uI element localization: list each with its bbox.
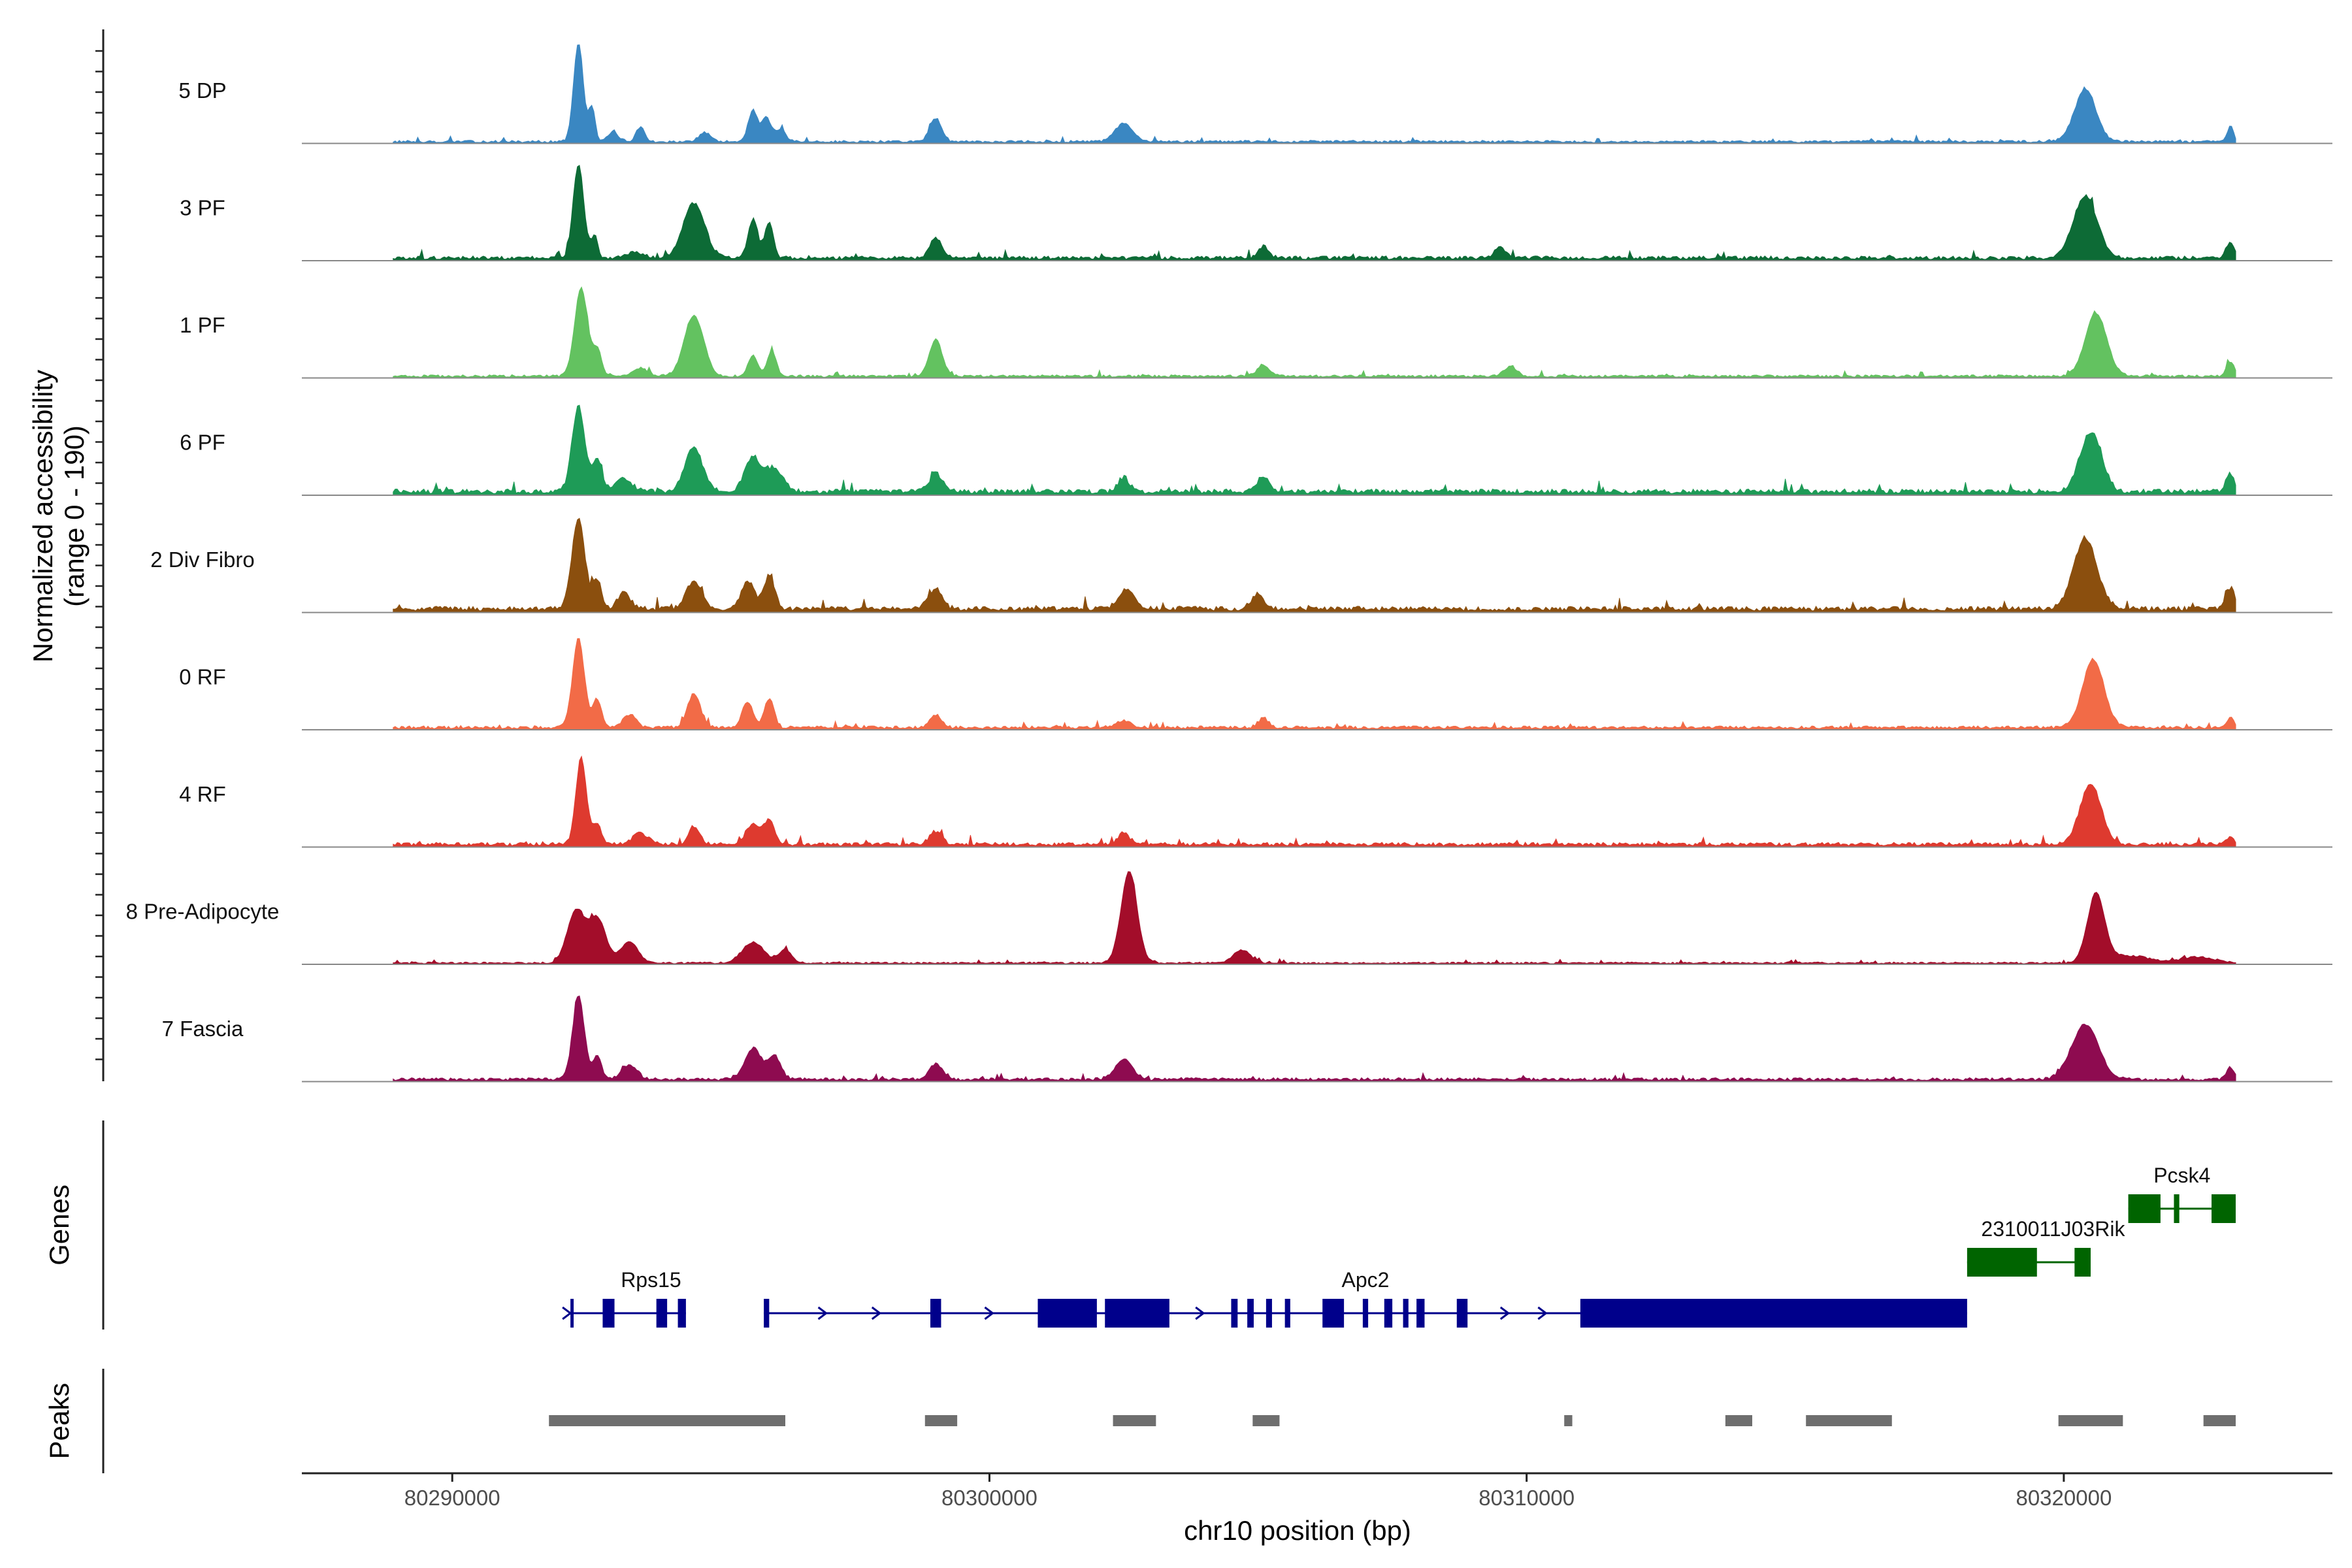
track-7-fascia: 7 Fascia	[162, 995, 2332, 1083]
gene-exon	[764, 1299, 770, 1328]
peak-region	[1725, 1415, 1752, 1426]
x-tick-label: 80290000	[404, 1486, 500, 1510]
track-0-rf: 0 RF	[179, 638, 2332, 730]
track-4-rf: 4 RF	[179, 755, 2332, 848]
gene-apc2: Apc2	[764, 1268, 1967, 1328]
track-coverage-area	[393, 871, 2236, 965]
track-label: 6 PF	[180, 431, 225, 455]
peak-region	[2058, 1415, 2123, 1426]
track-coverage-area	[393, 638, 2236, 730]
x-tick-label: 80320000	[2016, 1486, 2112, 1510]
gene-exon	[1967, 1248, 2037, 1277]
strand-arrow-icon	[1195, 1306, 1205, 1320]
gene-label: Pcsk4	[2153, 1164, 2210, 1187]
peak-region	[924, 1415, 958, 1426]
peaks-panel-label: Peaks	[44, 1383, 74, 1460]
gene-label: Apc2	[1342, 1268, 1390, 1292]
x-axis-title: chr10 position (bp)	[1184, 1515, 1411, 1546]
gene-label: 2310011J03Rik	[1981, 1217, 2125, 1241]
peak-region	[1113, 1415, 1156, 1426]
strand-arrow-icon	[562, 1306, 572, 1320]
gene-exon	[1384, 1299, 1393, 1328]
track-label: 2 Div Fibro	[150, 547, 255, 572]
track-coverage-area	[393, 44, 2236, 144]
gene-exon	[2212, 1194, 2236, 1223]
x-axis: 80290000 80300000 80310000 80320000 chr10 po…	[302, 1472, 2332, 1546]
gene-exon	[678, 1299, 686, 1328]
gene-exon	[1456, 1299, 1468, 1328]
track-label: 3 PF	[180, 196, 225, 220]
track-coverage-area	[393, 755, 2236, 847]
track-2-div-fibro: 2 Div Fibro	[150, 517, 2332, 613]
gene-exon	[1416, 1299, 1425, 1328]
gene-exon	[1362, 1299, 1369, 1328]
gene-exon	[930, 1299, 941, 1328]
gene-exon	[2128, 1194, 2161, 1223]
track-5-dp: 5 DP	[178, 44, 2332, 144]
y-axis-title-line1: Normalized accessibility	[27, 370, 58, 662]
track-coverage-area	[393, 404, 2236, 496]
peak-regions-layer	[549, 1415, 2236, 1426]
x-tick-label: 80310000	[1478, 1486, 1575, 1510]
tracks-layer: 5 DP 3 PF 1 PF 6 PF 2 Div Fibro 0 RF 4 RF 8 Pre…	[126, 44, 2332, 1083]
peak-region	[549, 1415, 785, 1426]
strand-arrow-icon	[817, 1306, 828, 1320]
gene-exon	[1231, 1299, 1238, 1328]
track-label: 5 DP	[178, 78, 226, 103]
track-label: 7 Fascia	[162, 1017, 244, 1041]
axes-layer: Normalized accessibility (range 0 - 190) G…	[27, 29, 105, 1473]
gene-exon	[1322, 1299, 1345, 1328]
gene-exon	[1266, 1299, 1272, 1328]
track-label: 0 RF	[179, 665, 226, 689]
track-label: 8 Pre-Adipocyte	[126, 900, 280, 924]
track-label: 1 PF	[180, 313, 225, 337]
strand-arrow-icon	[871, 1306, 882, 1320]
genes-layer: Rps15 Apc2 2310011J03Rik Pcsk4	[562, 1164, 2236, 1328]
gene-exon	[1580, 1299, 1967, 1328]
track-3-pf: 3 PF	[180, 165, 2332, 261]
gene-exon	[1284, 1299, 1290, 1328]
y-axis-title-line2: (range 0 - 190)	[59, 425, 90, 607]
gene-rps15: Rps15	[570, 1268, 686, 1328]
strand-arrow-icon	[1499, 1306, 1511, 1320]
genes-panel-label: Genes	[44, 1184, 74, 1266]
gene-exon	[1105, 1299, 1169, 1328]
gene-2310011j03rik: 2310011J03Rik	[1967, 1217, 2125, 1277]
track-coverage-area	[393, 165, 2236, 261]
track-6-pf: 6 PF	[180, 404, 2332, 496]
gene-exon	[1247, 1299, 1254, 1328]
gene-exon	[2174, 1194, 2180, 1223]
peak-region	[1806, 1415, 1892, 1426]
track-coverage-area	[393, 517, 2236, 613]
peak-region	[2203, 1415, 2236, 1426]
track-8-pre-adipocyte: 8 Pre-Adipocyte	[126, 871, 2332, 965]
x-tick-label: 80300000	[941, 1486, 1037, 1510]
track-label: 4 RF	[179, 782, 226, 806]
strand-arrow-icon	[984, 1306, 994, 1320]
gene-pcsk4: Pcsk4	[2128, 1164, 2236, 1223]
gene-exon	[656, 1299, 668, 1328]
gene-exon	[1403, 1299, 1409, 1328]
strand-arrow-icon	[1537, 1306, 1548, 1320]
track-coverage-area	[393, 995, 2236, 1082]
track-coverage-area	[393, 286, 2236, 378]
gene-label: Rps15	[621, 1268, 681, 1292]
peak-region	[1564, 1415, 1573, 1426]
gene-exon	[1037, 1299, 1097, 1328]
peak-region	[1252, 1415, 1280, 1426]
gene-exon	[602, 1299, 615, 1328]
gene-exon	[2074, 1248, 2091, 1277]
track-1-pf: 1 PF	[180, 286, 2332, 379]
